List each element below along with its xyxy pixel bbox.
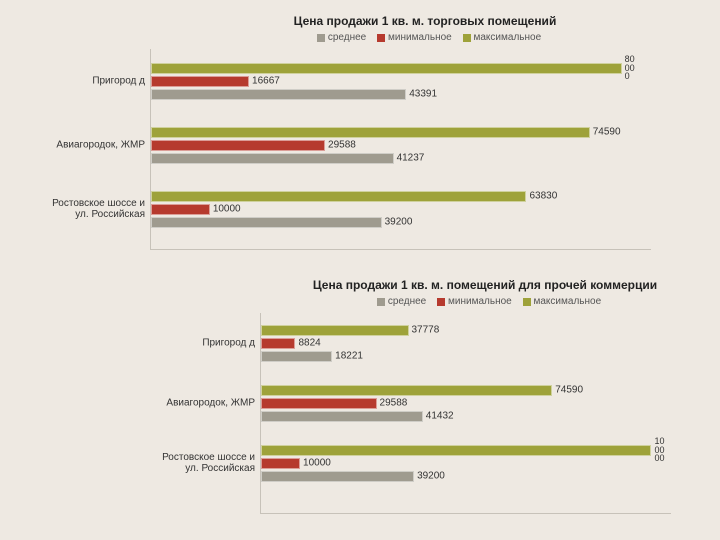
bar-value-label: 29588	[324, 140, 356, 151]
category-label: Авиагородок, ЖМР	[35, 140, 151, 151]
bar-avg: 41432	[261, 411, 423, 422]
category-group: Ростовское шоссе и ул. Российская10 00 0…	[261, 433, 671, 493]
bar-avg: 39200	[261, 471, 414, 482]
legend-label-max: максимальное	[474, 32, 542, 43]
legend-swatch-max	[523, 298, 531, 306]
category-group: Ростовское шоссе и ул. Российская6383010…	[151, 177, 651, 241]
category-label: Пригород д	[35, 76, 151, 87]
bar-max: 37778	[261, 325, 409, 336]
legend-label-min: минимальное	[388, 32, 452, 43]
category-group: Авиагородок, ЖМР745902958841237	[151, 113, 651, 177]
bar-min: 29588	[151, 140, 325, 151]
legend-swatch-min	[437, 298, 445, 306]
bar-min: 16667	[151, 76, 249, 87]
bar-min: 10000	[261, 458, 300, 469]
bar-value-label: 39200	[413, 471, 445, 482]
bar-value-label: 41237	[393, 153, 425, 164]
bar-value-label: 10 00 00	[650, 437, 664, 463]
bar-value-label: 10000	[209, 204, 241, 215]
chart2-title: Цена продажи 1 кв. м. помещений для проч…	[260, 278, 710, 292]
bar-value-label: 63830	[525, 191, 557, 202]
legend-swatch-max	[463, 34, 471, 42]
bar-max: 10 00 00	[261, 445, 651, 456]
bar-max: 80 00 0	[151, 63, 622, 74]
chart2-legend: среднее минимальное максимальное	[260, 296, 710, 307]
bar-max: 74590	[151, 127, 590, 138]
bar-max: 63830	[151, 191, 526, 202]
category-label: Ростовское шоссе и ул. Российская	[35, 198, 151, 220]
legend-label-max: максимальное	[534, 296, 602, 307]
bar-value-label: 39200	[381, 217, 413, 228]
bar-avg: 41237	[151, 153, 394, 164]
bar-value-label: 74590	[551, 385, 583, 396]
chart1-plot: Пригород д80 00 01666743391Авиагородок, …	[150, 49, 651, 250]
legend-swatch-avg	[377, 298, 385, 306]
legend-label-min: минимальное	[448, 296, 512, 307]
bar-value-label: 41432	[422, 411, 454, 422]
bar-max: 74590	[261, 385, 552, 396]
category-label: Пригород д	[145, 338, 261, 349]
bar-min: 29588	[261, 398, 377, 409]
chart-sales-other: Цена продажи 1 кв. м. помещений для проч…	[260, 278, 710, 514]
bar-avg: 39200	[151, 217, 382, 228]
bar-value-label: 16667	[248, 76, 280, 87]
chart-sales-trade: Цена продажи 1 кв. м. торговых помещений…	[150, 14, 700, 250]
bar-value-label: 74590	[589, 127, 621, 138]
bar-min: 10000	[151, 204, 210, 215]
bar-avg: 43391	[151, 89, 406, 100]
category-group: Пригород д80 00 01666743391	[151, 49, 651, 113]
category-group: Пригород д37778882418221	[261, 313, 671, 373]
category-label: Авиагородок, ЖМР	[145, 398, 261, 409]
chart1-legend: среднее минимальное максимальное	[150, 32, 700, 43]
legend-swatch-avg	[317, 34, 325, 42]
bar-value-label: 37778	[408, 325, 440, 336]
bar-value-label: 8824	[294, 338, 320, 349]
bar-value-label: 10000	[299, 458, 331, 469]
bar-value-label: 29588	[376, 398, 408, 409]
legend-label-avg: среднее	[388, 296, 426, 307]
bar-min: 8824	[261, 338, 295, 349]
legend-label-avg: среднее	[328, 32, 366, 43]
legend-swatch-min	[377, 34, 385, 42]
bar-value-label: 80 00 0	[621, 55, 635, 81]
category-label: Ростовское шоссе и ул. Российская	[145, 452, 261, 474]
chart2-plot: Пригород д37778882418221Авиагородок, ЖМР…	[260, 313, 671, 514]
category-group: Авиагородок, ЖМР745902958841432	[261, 373, 671, 433]
bar-value-label: 18221	[331, 351, 363, 362]
chart1-title: Цена продажи 1 кв. м. торговых помещений	[150, 14, 700, 28]
bar-avg: 18221	[261, 351, 332, 362]
bar-value-label: 43391	[405, 89, 437, 100]
